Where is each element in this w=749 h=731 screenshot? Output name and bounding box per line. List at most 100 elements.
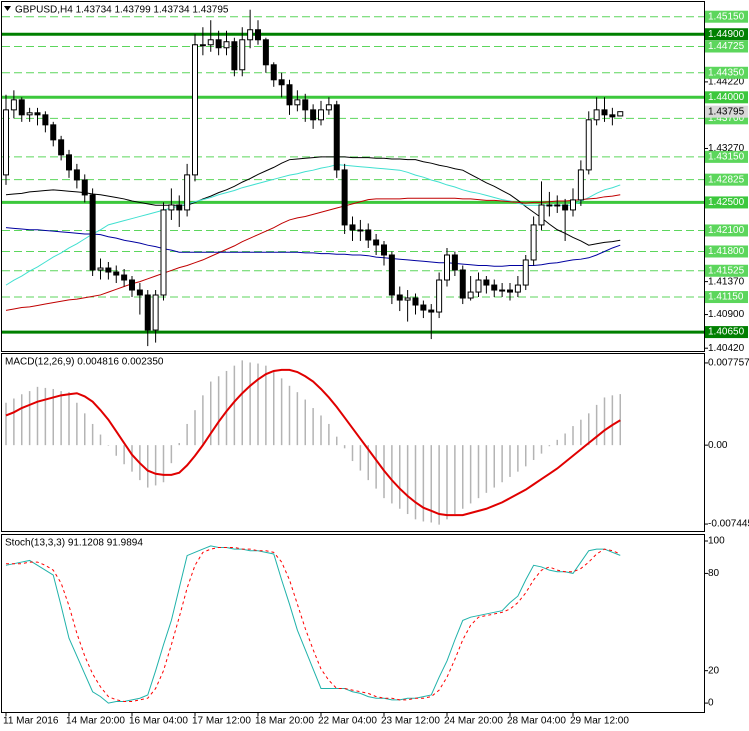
histogram-bar bbox=[36, 386, 39, 446]
x-tick-label: 22 Mar 04:00 bbox=[318, 716, 377, 727]
histogram-bar bbox=[123, 445, 125, 465]
y-tick-label: 0.00 bbox=[708, 440, 728, 451]
symbol-menu-icon[interactable] bbox=[4, 6, 11, 11]
moving-average bbox=[5, 164, 621, 286]
histogram-bar bbox=[178, 443, 180, 446]
candle-body bbox=[617, 111, 624, 117]
histogram-bar bbox=[564, 433, 566, 446]
histogram-bar bbox=[517, 445, 519, 472]
candle-body bbox=[97, 267, 104, 271]
histogram-bar bbox=[391, 445, 393, 504]
candle-body bbox=[278, 79, 285, 86]
candle-body bbox=[18, 99, 25, 116]
candle-body bbox=[310, 109, 317, 121]
level-label: 1.41525 bbox=[708, 265, 745, 276]
chart-title: GBPUSD,H4 1.43734 1.43799 1.43734 1.4379… bbox=[15, 5, 229, 16]
candle-body bbox=[199, 44, 206, 47]
candle-body bbox=[176, 204, 183, 211]
candle-body bbox=[318, 109, 324, 121]
histogram-bar bbox=[619, 394, 621, 446]
last-price-label: 1.43795 bbox=[708, 106, 745, 117]
histogram-bar bbox=[5, 402, 7, 446]
histogram-bar bbox=[399, 445, 401, 509]
histogram-bar bbox=[44, 387, 47, 446]
histogram-bar bbox=[99, 434, 102, 446]
candle-body bbox=[538, 204, 545, 226]
candle-body bbox=[207, 39, 214, 46]
y-tick-label: 1.41370 bbox=[708, 276, 745, 287]
macd-title: MACD(12,26,9) 0.004816 0.002350 bbox=[5, 357, 164, 368]
moving-average bbox=[5, 194, 621, 311]
histogram-bar bbox=[351, 445, 354, 462]
candle-body bbox=[467, 291, 474, 299]
candle-body bbox=[81, 179, 88, 196]
histogram-bar bbox=[548, 445, 551, 447]
histogram-bar bbox=[532, 445, 535, 460]
candle-body bbox=[373, 239, 380, 246]
histogram-bar bbox=[525, 445, 527, 467]
histogram-bar bbox=[52, 388, 54, 446]
histogram-bar bbox=[154, 445, 157, 486]
histogram-bar bbox=[273, 372, 275, 446]
x-tick-label: 29 Mar 12:00 bbox=[570, 716, 629, 727]
level-label: 1.42825 bbox=[708, 174, 745, 185]
histogram-bar bbox=[84, 413, 86, 446]
histogram-bar bbox=[501, 445, 503, 483]
x-tick-label: 16 Mar 04:00 bbox=[129, 716, 188, 727]
x-tick-label: 24 Mar 20:00 bbox=[444, 716, 503, 727]
candle-body bbox=[546, 204, 553, 207]
candle-body bbox=[231, 41, 238, 71]
stoch-panel bbox=[1, 534, 705, 713]
histogram-bar bbox=[217, 376, 220, 446]
candle-body bbox=[223, 41, 230, 49]
level-label-box bbox=[705, 196, 748, 209]
candle-body bbox=[325, 104, 332, 111]
level-label-box bbox=[705, 224, 748, 237]
histogram-bar bbox=[91, 423, 94, 446]
stochastic-line bbox=[6, 546, 621, 702]
histogram-bar bbox=[249, 362, 251, 446]
candle-body bbox=[247, 29, 254, 41]
x-tick-label: 11 Mar 2016 bbox=[3, 716, 59, 727]
candle-body bbox=[105, 267, 112, 273]
candle-body bbox=[239, 39, 246, 71]
y-tick-label: 100 bbox=[708, 536, 725, 547]
level-label: 1.44350 bbox=[708, 67, 745, 78]
candle-body bbox=[420, 304, 427, 311]
x-tick-label: 17 Mar 12:00 bbox=[192, 716, 251, 727]
candle-body bbox=[554, 204, 561, 207]
y-tick-label: 80 bbox=[708, 568, 720, 579]
x-tick-label: 18 Mar 20:00 bbox=[255, 716, 314, 727]
histogram-bar bbox=[131, 445, 133, 472]
histogram-bar bbox=[438, 445, 440, 525]
histogram-bar bbox=[233, 365, 236, 446]
histogram-bar bbox=[147, 445, 149, 488]
histogram-bar bbox=[540, 445, 543, 454]
histogram-bar bbox=[343, 445, 346, 449]
histogram-bar bbox=[328, 423, 330, 446]
histogram-bar bbox=[509, 445, 511, 477]
candle-body bbox=[42, 114, 49, 126]
histogram-bar bbox=[202, 395, 204, 446]
level-label: 1.41150 bbox=[708, 292, 744, 303]
histogram-bar bbox=[13, 398, 15, 446]
y-tick-label: -0.007445 bbox=[708, 519, 749, 530]
candle-body bbox=[428, 309, 435, 313]
candle-body bbox=[396, 294, 403, 301]
histogram-bar bbox=[320, 415, 322, 446]
histogram-bar bbox=[359, 445, 362, 471]
candle-body bbox=[215, 39, 222, 49]
histogram-bar bbox=[588, 413, 590, 446]
histogram-bar bbox=[115, 445, 117, 456]
level-label-box bbox=[705, 173, 748, 186]
candle-body bbox=[73, 169, 80, 181]
y-tick-label: 20 bbox=[708, 665, 720, 676]
histogram-bar bbox=[210, 381, 212, 446]
candle-body bbox=[3, 109, 9, 176]
candle-body bbox=[89, 194, 96, 271]
signal-line bbox=[5, 368, 621, 517]
candle-body bbox=[404, 297, 411, 301]
candle-body bbox=[522, 259, 529, 286]
candle-body bbox=[286, 84, 293, 106]
